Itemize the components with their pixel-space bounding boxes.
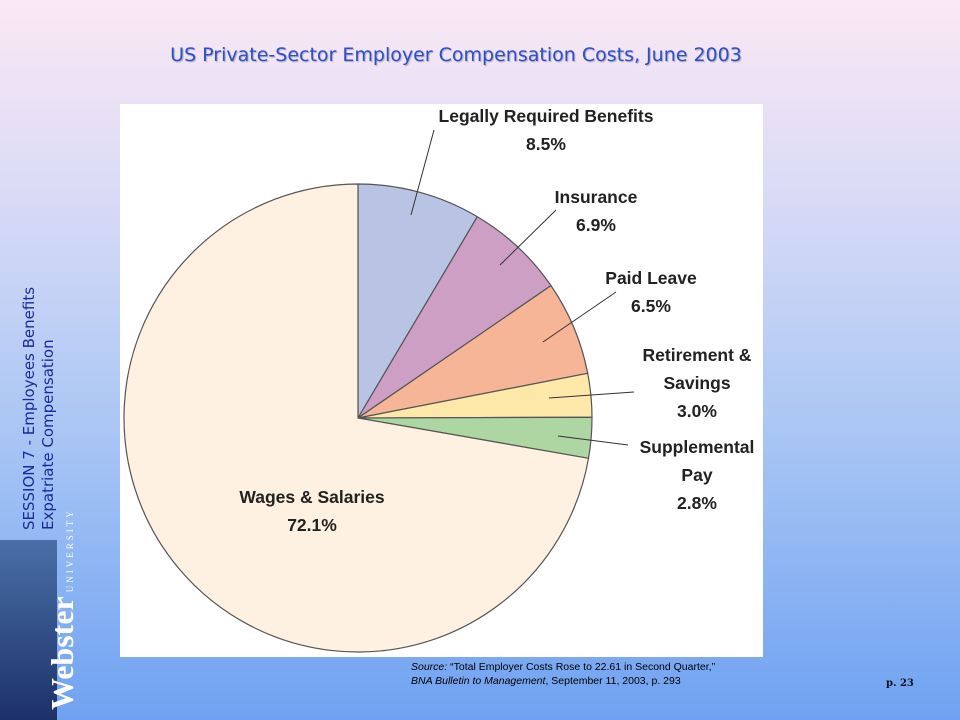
category-label: Wages & Salaries — [239, 487, 385, 507]
sidebar: SESSION 7 - Employees Benefits Expatriat… — [20, 287, 58, 530]
value-label: 6.9% — [576, 215, 616, 235]
slice-label: Wages & Salaries 72.1% — [212, 483, 412, 539]
leader-line — [410, 129, 435, 216]
source: Source: “Total Employer Costs Rose to 22… — [411, 660, 715, 688]
slice-label: Supplemental Pay 2.8% — [632, 433, 762, 517]
pie-slice — [123, 183, 590, 653]
logo-sub: UNIVERSITY — [65, 508, 75, 593]
slice-label: Legally Required Benefits 8.5% — [416, 102, 676, 158]
value-label: 3.0% — [677, 401, 717, 421]
leader-line — [542, 291, 617, 343]
slice-label: Retirement & Savings 3.0% — [632, 341, 762, 425]
category-label: Retirement & Savings — [642, 345, 752, 393]
source-text: , September 11, 2003, p. 293 — [545, 675, 681, 687]
pie-slice — [357, 183, 479, 421]
value-label: 72.1% — [287, 515, 337, 535]
slice-label: Insurance 6.9% — [526, 183, 666, 239]
logo-name: Webster — [44, 596, 80, 710]
leader-line — [548, 391, 635, 399]
category-label: Paid Leave — [605, 268, 697, 288]
slide-title: US Private-Sector Employer Compensation … — [170, 44, 742, 66]
source-text: “Total Employer Costs Rose to 22.61 in S… — [447, 661, 716, 673]
value-label: 8.5% — [526, 134, 566, 154]
page-number: p. 23 — [886, 678, 914, 689]
value-label: 2.8% — [677, 493, 717, 513]
category-label: Supplemental Pay — [639, 437, 755, 485]
source-italic: Source: — [411, 661, 448, 673]
category-label: Legally Required Benefits — [438, 106, 654, 126]
sidebar-line: Expatriate Compensation — [39, 339, 57, 530]
value-label: 6.5% — [631, 296, 671, 316]
leader-line — [557, 435, 629, 446]
chart — [123, 129, 635, 653]
leader-line — [499, 209, 557, 266]
slice-label: Paid Leave 6.5% — [581, 264, 721, 320]
chart-panel — [120, 104, 763, 657]
sidebar-line: SESSION 7 - Employees Benefits — [20, 286, 38, 530]
category-label: Insurance — [554, 187, 638, 207]
logo: Webster UNIVERSITY — [0, 508, 80, 720]
source-italic: BNA Bulletin to Management — [411, 675, 546, 687]
